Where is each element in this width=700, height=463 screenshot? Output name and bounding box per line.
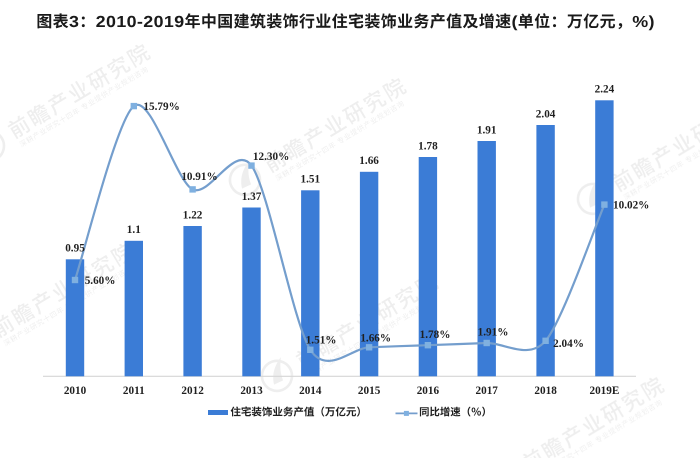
- svg-text:10.91%: 10.91%: [181, 171, 217, 183]
- svg-text:15.79%: 15.79%: [143, 101, 179, 113]
- svg-text:1.37: 1.37: [242, 191, 262, 203]
- svg-text:1.78: 1.78: [418, 140, 438, 152]
- svg-text:1.66: 1.66: [359, 155, 379, 167]
- svg-text:2010: 2010: [64, 385, 87, 397]
- svg-text:2016: 2016: [417, 385, 440, 397]
- svg-text:1.91%: 1.91%: [478, 326, 509, 338]
- svg-text:2019E: 2019E: [589, 385, 619, 397]
- svg-text:2014: 2014: [299, 385, 322, 397]
- svg-text:2012: 2012: [181, 385, 204, 397]
- svg-text:1.22: 1.22: [183, 209, 203, 221]
- svg-text:2015: 2015: [358, 385, 381, 397]
- svg-text:2.04%: 2.04%: [553, 338, 584, 350]
- svg-text:1.66%: 1.66%: [360, 333, 391, 345]
- svg-text:0.95: 0.95: [65, 243, 85, 255]
- svg-text:2018: 2018: [534, 385, 557, 397]
- svg-text:2011: 2011: [123, 385, 145, 397]
- svg-text:5.60%: 5.60%: [85, 275, 116, 287]
- svg-text:1.78%: 1.78%: [420, 329, 451, 341]
- svg-text:1.51: 1.51: [301, 174, 321, 186]
- svg-text:2.04: 2.04: [536, 108, 556, 120]
- svg-text:1.1: 1.1: [127, 224, 141, 236]
- svg-text:1.91: 1.91: [477, 124, 497, 136]
- svg-text:2.24: 2.24: [595, 84, 615, 96]
- svg-text:10.02%: 10.02%: [613, 199, 649, 211]
- svg-text:2013: 2013: [240, 385, 263, 397]
- svg-text:12.30%: 12.30%: [253, 151, 289, 163]
- svg-text:1.51%: 1.51%: [306, 335, 337, 347]
- svg-text:2017: 2017: [476, 385, 499, 397]
